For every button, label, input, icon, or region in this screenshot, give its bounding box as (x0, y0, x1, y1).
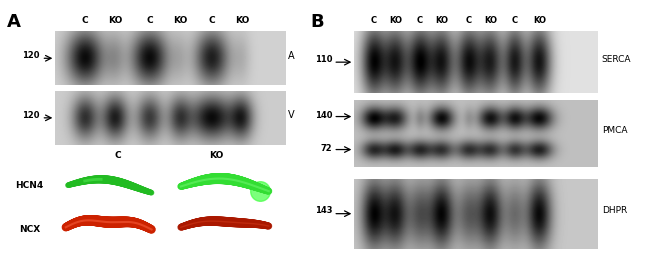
Text: C: C (417, 16, 423, 25)
Text: C: C (209, 16, 215, 25)
Text: C: C (466, 16, 472, 25)
Text: C: C (82, 16, 88, 25)
Text: NCX: NCX (19, 225, 40, 234)
Text: KO: KO (533, 16, 546, 25)
Text: KO: KO (436, 16, 448, 25)
Text: 120: 120 (22, 51, 40, 60)
Text: PMCA: PMCA (602, 126, 627, 134)
Point (255, 189, 265, 193)
Text: DHPR: DHPR (602, 206, 627, 215)
Text: KO: KO (235, 16, 250, 25)
Text: 120: 120 (22, 111, 40, 120)
Text: HCN4: HCN4 (15, 181, 44, 190)
Text: SERCA: SERCA (602, 55, 631, 63)
Text: KO: KO (108, 16, 122, 25)
Text: KO: KO (173, 16, 187, 25)
Text: C: C (114, 151, 121, 160)
Text: 143: 143 (315, 206, 332, 215)
Text: A: A (6, 13, 20, 31)
Text: 72: 72 (320, 144, 332, 153)
Text: KO: KO (209, 151, 224, 160)
Text: 110: 110 (315, 55, 332, 63)
Text: KO: KO (484, 16, 497, 25)
Text: C: C (512, 16, 518, 25)
Text: C: C (146, 16, 153, 25)
Text: 140: 140 (315, 111, 332, 120)
Text: C: C (370, 16, 377, 25)
Text: KO: KO (389, 16, 402, 25)
Text: A: A (288, 51, 294, 61)
Text: B: B (310, 13, 324, 31)
Text: V: V (288, 110, 294, 120)
